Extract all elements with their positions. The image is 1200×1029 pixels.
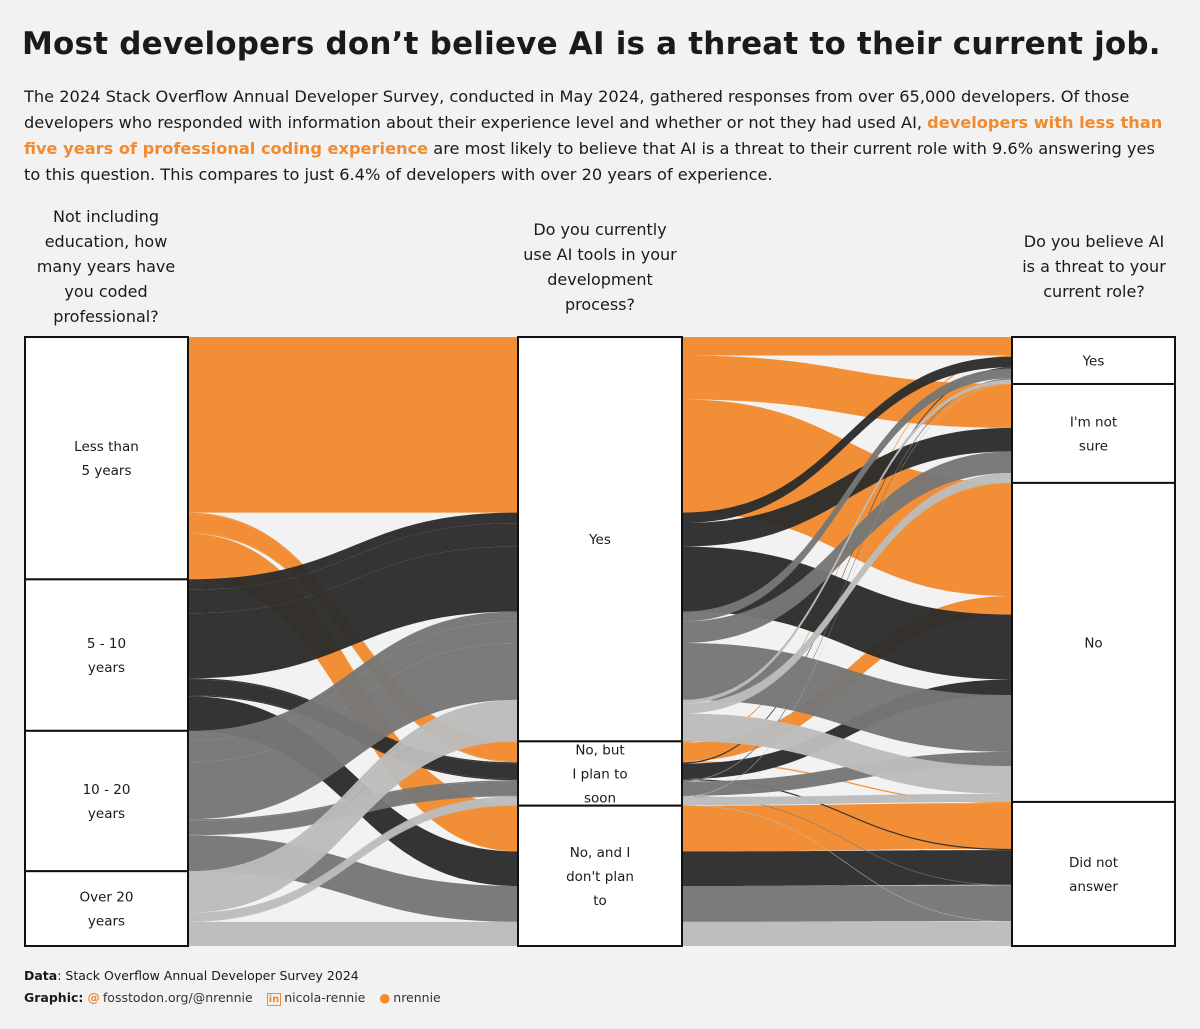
flow-band: [188, 532, 518, 763]
node-label: I'm not sure: [1070, 414, 1117, 454]
flow-band: [682, 451, 1012, 644]
caption-data-label: Data: [24, 968, 58, 983]
chart-subtitle: The 2024 Stack Overflow Annual Developer…: [24, 84, 1174, 188]
flow-band: [682, 850, 1012, 887]
flow-band: [682, 779, 1012, 851]
node-label: No: [1084, 635, 1102, 651]
flow-band: [188, 921, 518, 946]
github-link[interactable]: nrennie: [393, 990, 441, 1005]
flow-band: [188, 621, 518, 763]
flow-band: [188, 523, 518, 614]
flow-band: [188, 796, 518, 922]
flow-band: [682, 679, 1012, 780]
flow-band: [682, 761, 1012, 804]
flow-band: [682, 379, 1012, 704]
flow-band: [682, 643, 1012, 752]
flow-band: [188, 699, 518, 875]
caption-graphic-label: Graphic: [24, 990, 79, 1005]
chart-title: Most developers don’t believe AI is a th…: [22, 26, 1161, 62]
flow-band: [188, 611, 518, 741]
linkedin-icon: in: [266, 993, 282, 1006]
axis-question-experience: Not including education, how many years …: [36, 207, 176, 326]
node-box: [24, 336, 189, 581]
flow-band: [682, 378, 1012, 782]
mastodon-icon: @: [87, 990, 100, 1005]
caption-graphic-sep: :: [78, 990, 84, 1005]
node-box: [517, 740, 683, 807]
caption-graphic: Graphic: @ fosstodon.org/@nrennie in nicol…: [24, 988, 451, 1008]
flow-band: [188, 643, 518, 820]
node-box: [1011, 481, 1176, 803]
flow-band: [188, 355, 518, 400]
node-label: No, but I plan to soon: [572, 743, 627, 807]
flow-band: [682, 713, 1012, 794]
node-box: [24, 729, 189, 873]
flow-band: [188, 512, 518, 590]
flow-band: [682, 793, 1012, 806]
node-box: [24, 578, 189, 732]
caption-data: Data: Stack Overflow Annual Developer Su…: [24, 966, 359, 986]
node-box: [24, 870, 189, 948]
flow-band: [188, 796, 518, 914]
flow-band: [682, 546, 1012, 680]
node-label: Yes: [1082, 353, 1105, 369]
node-box: [1011, 336, 1176, 385]
subtitle-highlight: developers with less than five years of …: [24, 113, 1163, 158]
node-label: Yes: [588, 532, 611, 548]
flow-band: [682, 383, 1012, 797]
flow-band: [188, 546, 518, 679]
axis-question-threat: Do you believe AI is a threat to your cu…: [1022, 232, 1166, 301]
flow-band: [682, 356, 1012, 524]
axis-question-ai-use: Do you currently use AI tools in your de…: [523, 220, 677, 314]
flow-band: [682, 921, 1012, 946]
flows-layer: [188, 337, 1012, 946]
github-icon: ●: [379, 990, 391, 1005]
subtitle-text-1: The 2024 Stack Overflow Annual Developer…: [24, 87, 1130, 132]
subtitle-text-2: are most likely to believe that AI is a …: [24, 139, 1155, 184]
node-box: [1011, 382, 1176, 484]
node-label: 5 - 10 years: [87, 636, 126, 676]
flow-band: [188, 399, 518, 513]
flow-band: [682, 473, 1012, 714]
flow-band: [682, 803, 1012, 852]
node-label: Over 20 years: [80, 890, 134, 930]
flow-band: [188, 805, 518, 922]
node-label: 10 - 20 years: [83, 782, 131, 822]
nodes-layer: Less than 5 years 5 - 10 years 10 - 20 years O…: [24, 336, 1176, 948]
node-box: [517, 804, 683, 948]
flow-band: [682, 795, 1012, 886]
flow-band: [682, 337, 1012, 356]
node-label: Did not answer: [1069, 855, 1118, 895]
flow-band: [188, 337, 518, 356]
caption-data-text: : Stack Overflow Annual Developer Survey…: [57, 968, 359, 983]
flow-band: [682, 885, 1012, 922]
flow-band: [188, 713, 518, 913]
flow-band: [682, 805, 1012, 922]
flow-band: [188, 703, 518, 885]
mastodon-link[interactable]: fosstodon.org/@nrennie: [102, 990, 253, 1005]
flow-band: [682, 368, 1012, 622]
node-box: [517, 336, 683, 743]
node-box: [1011, 800, 1176, 947]
flow-band: [682, 427, 1012, 547]
flow-band: [682, 367, 1012, 764]
linkedin-link[interactable]: nicola-rennie: [284, 990, 366, 1005]
node-label: Less than 5 years: [74, 439, 139, 479]
